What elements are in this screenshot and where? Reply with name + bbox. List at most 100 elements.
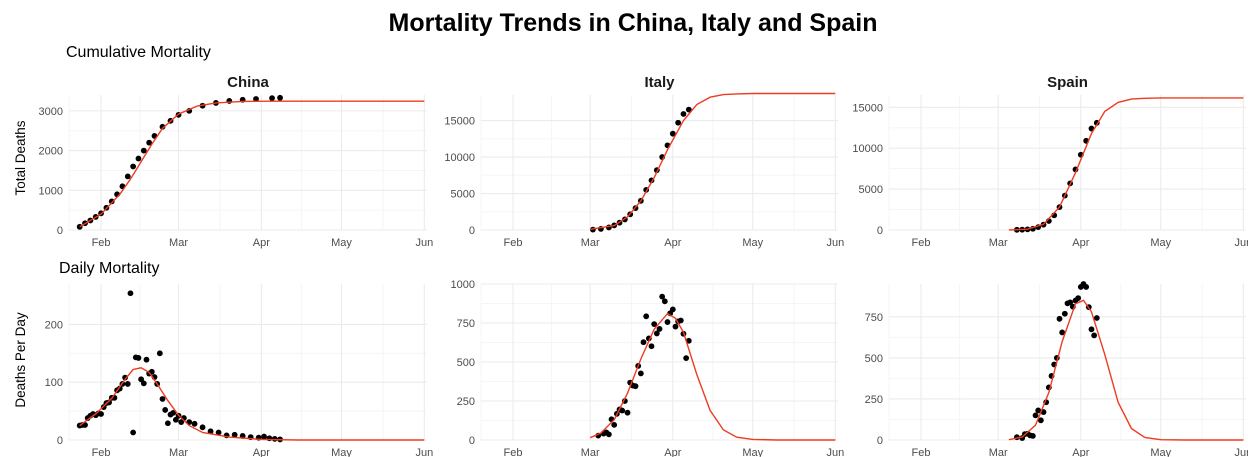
figure-title: Mortality Trends in China, Italy and Spa…	[389, 9, 878, 37]
data-point	[1067, 299, 1074, 306]
x-tick-label: Apr	[1072, 237, 1089, 249]
panel-spain-cumulative: Feb Mar Apr May Jun 0 5000 10000 15000 Spain	[852, 74, 1248, 249]
data-point	[140, 380, 147, 387]
data-point	[685, 106, 692, 113]
x-tick-label: Apr	[664, 447, 681, 457]
y-tick-label: 10000	[852, 143, 883, 155]
data-point	[143, 356, 150, 363]
data-point	[124, 173, 131, 180]
x-tick-label: Feb	[503, 237, 522, 249]
data-point	[624, 409, 631, 416]
data-point	[266, 435, 273, 442]
y-tick-label: 5000	[859, 184, 883, 196]
x-tick-label: Apr	[253, 237, 270, 249]
x-tick-label: Feb	[92, 447, 111, 457]
fit-line-china-daily	[79, 367, 425, 441]
x-tick-label: Feb	[92, 237, 111, 249]
data-point	[170, 409, 177, 416]
data-point	[661, 298, 668, 305]
x-tick-label: Mar	[169, 447, 188, 457]
data-point	[648, 343, 655, 350]
data-point	[271, 435, 278, 442]
data-point	[140, 147, 147, 154]
y-tick-label: 1000	[451, 279, 475, 291]
data-point	[611, 421, 618, 428]
data-point	[108, 198, 115, 205]
data-point	[127, 290, 134, 297]
panel-title-china: China	[227, 74, 269, 91]
data-point	[1059, 329, 1066, 336]
x-tick-label: May	[742, 447, 763, 457]
y-tick-label: 0	[469, 435, 475, 447]
data-point	[159, 123, 166, 130]
data-point	[1037, 417, 1044, 424]
panel-spain-daily: Feb Mar Apr May Jun 0 250 500 750	[865, 281, 1248, 457]
data-point	[659, 293, 666, 300]
y-tick-label: 0	[877, 225, 883, 237]
data-point	[106, 399, 112, 406]
data-point	[677, 317, 684, 324]
x-tick-label: May	[331, 237, 352, 249]
data-point	[130, 429, 137, 436]
fit-line-italy-daily	[589, 312, 836, 441]
data-point	[122, 374, 129, 381]
data-point	[1093, 315, 1100, 321]
data-point	[277, 94, 283, 101]
data-point	[253, 96, 259, 102]
y-tick-label: 15000	[444, 116, 475, 128]
y-axis-label-total-deaths: Total Deaths	[13, 120, 28, 195]
data-point	[1075, 295, 1082, 302]
x-tick-label: Apr	[1072, 447, 1089, 457]
data-point	[135, 355, 142, 361]
data-point	[231, 431, 238, 438]
y-tick-label: 250	[865, 394, 883, 406]
data-point	[207, 428, 214, 435]
y-tick-label: 1000	[39, 185, 63, 197]
data-point	[685, 337, 692, 344]
y-tick-label: 250	[457, 396, 475, 408]
data-point	[199, 424, 206, 431]
data-point	[162, 407, 169, 413]
data-point	[98, 411, 104, 417]
data-point	[215, 429, 222, 436]
data-point	[130, 163, 137, 170]
panel-italy-daily: Feb Mar Apr May Jun 0 250 500 750 1000	[451, 279, 845, 457]
y-tick-label: 2000	[39, 146, 63, 158]
data-point	[164, 420, 171, 427]
y-tick-label: 0	[57, 435, 63, 447]
data-point	[159, 396, 166, 402]
x-tick-label: May	[1150, 447, 1171, 457]
panel-china-daily: Feb Mar Apr May Jun 0 100 200	[45, 284, 433, 457]
x-tick-label: Mar	[989, 237, 1008, 249]
data-point	[146, 139, 153, 146]
data-point	[1029, 432, 1036, 439]
data-point	[669, 130, 676, 137]
x-tick-label: Apr	[664, 237, 681, 249]
x-tick-label: Jun	[826, 237, 844, 249]
x-tick-label: Feb	[911, 447, 930, 457]
x-tick-label: May	[331, 447, 352, 457]
y-axis-label-deaths-per-day: Deaths Per Day	[13, 312, 28, 408]
x-tick-label: May	[742, 237, 763, 249]
data-point	[656, 326, 663, 332]
data-point	[1032, 412, 1039, 419]
section-title-cumulative: Cumulative Mortality	[66, 44, 211, 61]
data-point	[680, 111, 687, 117]
y-tick-label: 500	[865, 353, 883, 365]
data-point	[619, 407, 626, 414]
y-tick-label: 100	[45, 377, 63, 389]
x-tick-label: Jun	[1234, 447, 1248, 457]
data-point	[672, 323, 679, 330]
x-tick-label: Jun	[826, 447, 844, 457]
x-tick-label: Mar	[989, 447, 1008, 457]
y-tick-label: 500	[457, 357, 475, 369]
y-tick-label: 0	[57, 225, 63, 237]
data-point	[135, 155, 142, 162]
data-point	[664, 319, 671, 325]
data-point	[675, 119, 682, 126]
data-point	[637, 370, 644, 377]
data-point	[1091, 332, 1098, 339]
data-point	[226, 98, 233, 104]
data-point	[669, 306, 676, 313]
